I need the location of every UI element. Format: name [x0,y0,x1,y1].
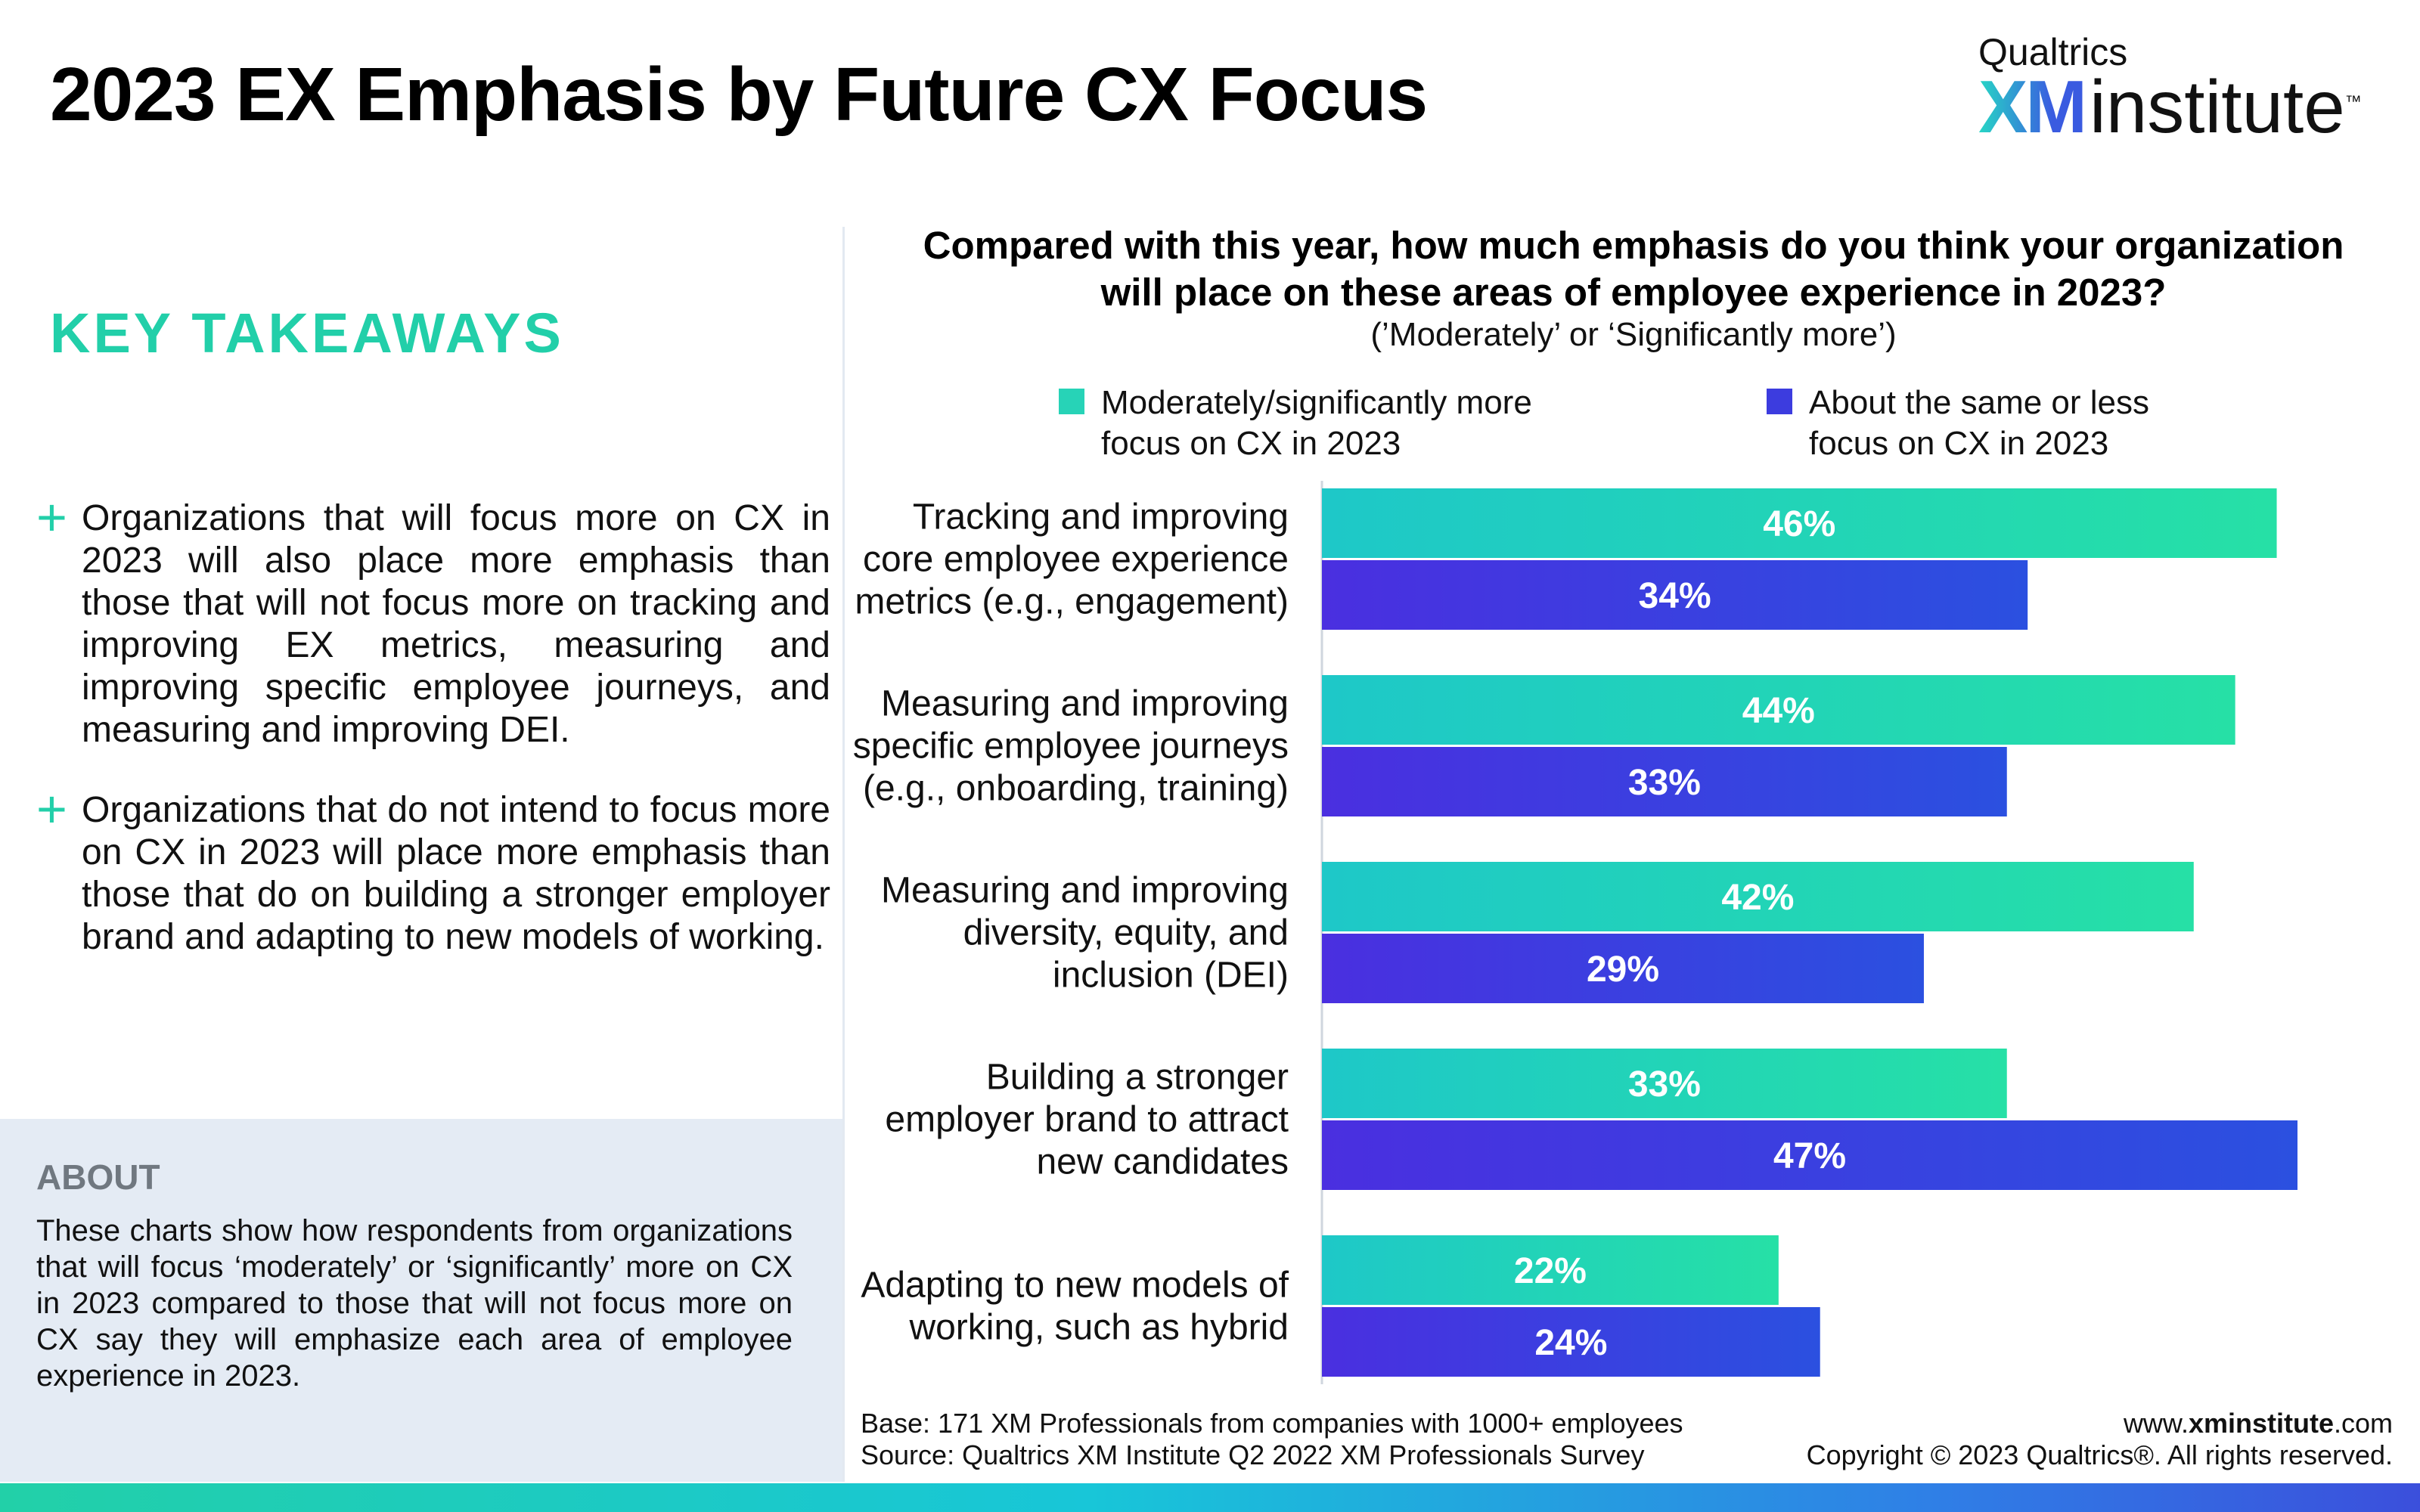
footer-source: Source: Qualtrics XM Institute Q2 2022 X… [861,1439,1645,1470]
bar-value-label: 44% [1742,691,1815,731]
legend-swatch-teal [1059,389,1084,414]
category-label-line: employer brand to attract [885,1100,1289,1140]
bar-value-label: 46% [1763,504,1835,544]
url-prefix: www. [2123,1408,2189,1439]
bar-value-label: 33% [1628,763,1701,803]
chart-category-labels: Tracking and improving core employee expe… [853,497,1289,1348]
about-text: These charts show how respondents from o… [36,1214,793,1393]
category-label: Measuring and improving specific employee… [853,684,1289,809]
column-divider [842,227,845,1482]
bar-more-focus-4 [1322,1235,1779,1305]
bar-more-focus-3 [1322,1049,2007,1118]
category-label: Building a stronger employer brand to att… [885,1058,1289,1182]
legend-label-line: focus on CX in 2023 [1101,425,1401,462]
legend-label-line: focus on CX in 2023 [1809,425,2109,462]
bar-more-focus-0 [1322,488,2277,558]
legend-label-line: Moderately/significantly more [1101,384,1532,421]
about-heading: ABOUT [36,1157,160,1197]
category-label-line: Measuring and improving [881,871,1289,911]
url-bold: xminstitute [2188,1408,2334,1439]
footer-copyright: Copyright © 2023 Qualtrics®. All rights … [1806,1439,2393,1470]
bar-same-or-less-1 [1322,747,2007,816]
category-label-line: core employee experience [863,540,1289,580]
key-takeaways-heading: KEY TAKEAWAYS [50,302,564,364]
category-label: Measuring and improving diversity, equity… [881,871,1289,996]
bar-more-focus-2 [1322,862,2194,931]
chart-bars-group: 46% 34% 44% 33% 42% 29% 33% 47% 22% 24% [1322,488,2297,1377]
category-label-line: diversity, equity, and [963,913,1289,953]
category-label-line: Tracking and improving [913,497,1289,538]
category-label-line: (e.g., onboarding, training) [863,769,1289,809]
bottom-gradient-strip [0,1483,2420,1512]
category-label-line: Measuring and improving [881,684,1289,724]
logo-wordmark: XMinstitute™ [1978,65,2362,148]
xm-institute-logo: Qualtrics XMinstitute™ [1978,30,2372,151]
bar-more-focus-1 [1322,675,2235,745]
takeaway-text: Organizations that will focus more on CX… [82,498,830,750]
page-title: 2023 EX Emphasis by Future CX Focus [50,52,1428,137]
about-panel: ABOUT These charts show how respondents … [0,1119,842,1482]
category-label-line: new candidates [1036,1142,1289,1182]
footer-copyright-block: www.xminstitute.com Copyright © 2023 Qua… [1807,1408,2393,1471]
url-suffix: .com [2333,1408,2393,1439]
logo-xm-text: XM [1978,65,2087,148]
chart-title: Compared with this year, how much emphas… [923,224,2344,314]
bar-same-or-less-4 [1322,1307,1820,1377]
category-label-line: specific employee journeys [853,727,1289,767]
category-label: Tracking and improving core employee expe… [855,497,1289,622]
footer-website-link[interactable]: www.xminstitute.com [1807,1408,2393,1439]
footer-base: Base: 171 XM Professionals from companie… [861,1408,1683,1439]
bar-value-label: 34% [1639,576,1711,616]
bar-same-or-less-3 [1322,1120,2297,1190]
plus-icon: + [36,488,67,547]
bar-same-or-less-0 [1322,560,2028,630]
category-label-line: inclusion (DEI) [1053,956,1289,996]
bar-same-or-less-2 [1322,934,1924,1003]
logo-institute-text: institute [2090,65,2345,148]
bar-value-label: 24% [1534,1323,1607,1363]
bar-value-label: 29% [1587,950,1659,990]
bar-value-label: 47% [1773,1136,1846,1176]
takeaway-text: Organizations that do not intend to focu… [82,790,830,957]
category-label-line: Building a stronger [986,1058,1289,1098]
footer-notes: Base: 171 XM Professionals from companie… [861,1408,1683,1471]
legend-label-line: About the same or less [1809,384,2150,421]
bar-value-label: 22% [1514,1251,1587,1291]
category-label-line: Adapting to new models of [861,1266,1289,1306]
chart-subtitle: (’Moderately’ or ‘Significantly more’) [1370,316,1897,353]
plus-icon: + [36,779,67,838]
category-label-line: metrics (e.g., engagement) [855,582,1289,622]
logo-qualtrics-text: Qualtrics [1978,31,2128,73]
legend-swatch-blue [1767,389,1792,414]
logo-trademark: ™ [2344,91,2362,111]
category-label-line: working, such as hybrid [908,1308,1289,1348]
bar-value-label: 33% [1628,1064,1701,1105]
bar-value-label: 42% [1721,878,1794,918]
category-label: Adapting to new models of working, such a… [861,1266,1289,1348]
